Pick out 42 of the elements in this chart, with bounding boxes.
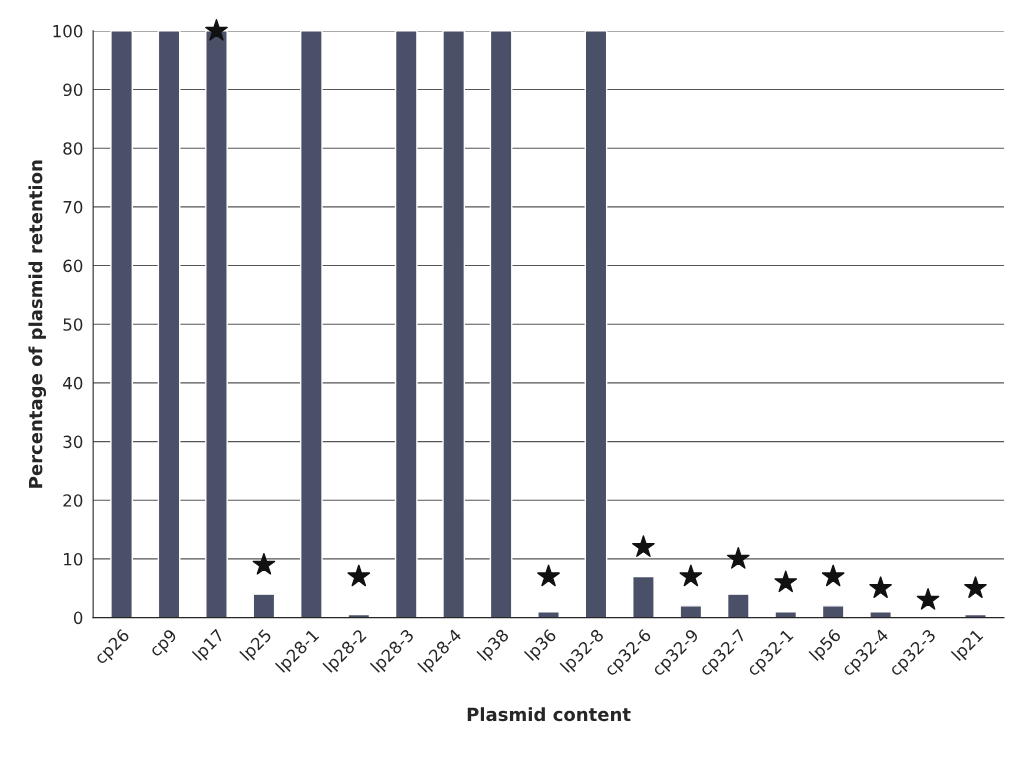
point	[347, 564, 371, 587]
y-tick-label: 0	[73, 611, 83, 625]
point	[537, 564, 560, 587]
point	[916, 588, 940, 610]
y-tick-label: 90	[63, 83, 83, 97]
bar	[726, 593, 750, 618]
bar	[205, 30, 228, 618]
y-tick-label: 30	[63, 435, 83, 449]
x-tick-label: cp9	[148, 628, 180, 660]
x-axis-title: Plasmid content	[467, 707, 631, 722]
y-tick-label: 50	[63, 318, 83, 331]
point	[632, 535, 655, 557]
bar	[869, 611, 892, 618]
bar	[584, 30, 608, 618]
y-tick-label: 100	[53, 24, 83, 38]
bar	[821, 605, 845, 618]
y-tick-label: 80	[63, 142, 83, 155]
y-axis-title: Percentage of plasmid retention	[28, 160, 47, 488]
bar	[489, 30, 513, 618]
bar	[157, 30, 181, 618]
bar	[110, 30, 133, 618]
bar	[299, 30, 323, 618]
point	[252, 552, 276, 575]
bar	[394, 30, 418, 618]
bar	[537, 611, 560, 618]
point	[821, 564, 845, 587]
point	[726, 547, 750, 569]
bar	[774, 611, 798, 618]
bar	[632, 575, 655, 618]
point	[774, 570, 798, 593]
bar	[442, 30, 466, 618]
point	[205, 18, 228, 41]
point	[964, 576, 987, 599]
y-tick-label: 20	[63, 494, 83, 507]
y-tick-label: 40	[63, 376, 83, 390]
bar	[679, 605, 703, 618]
y-tick-label: 10	[64, 552, 83, 566]
y-tick-label: 60	[63, 259, 83, 273]
point	[679, 564, 703, 587]
point	[869, 576, 892, 599]
bar	[252, 593, 276, 618]
y-tick-label: 70	[63, 200, 83, 214]
